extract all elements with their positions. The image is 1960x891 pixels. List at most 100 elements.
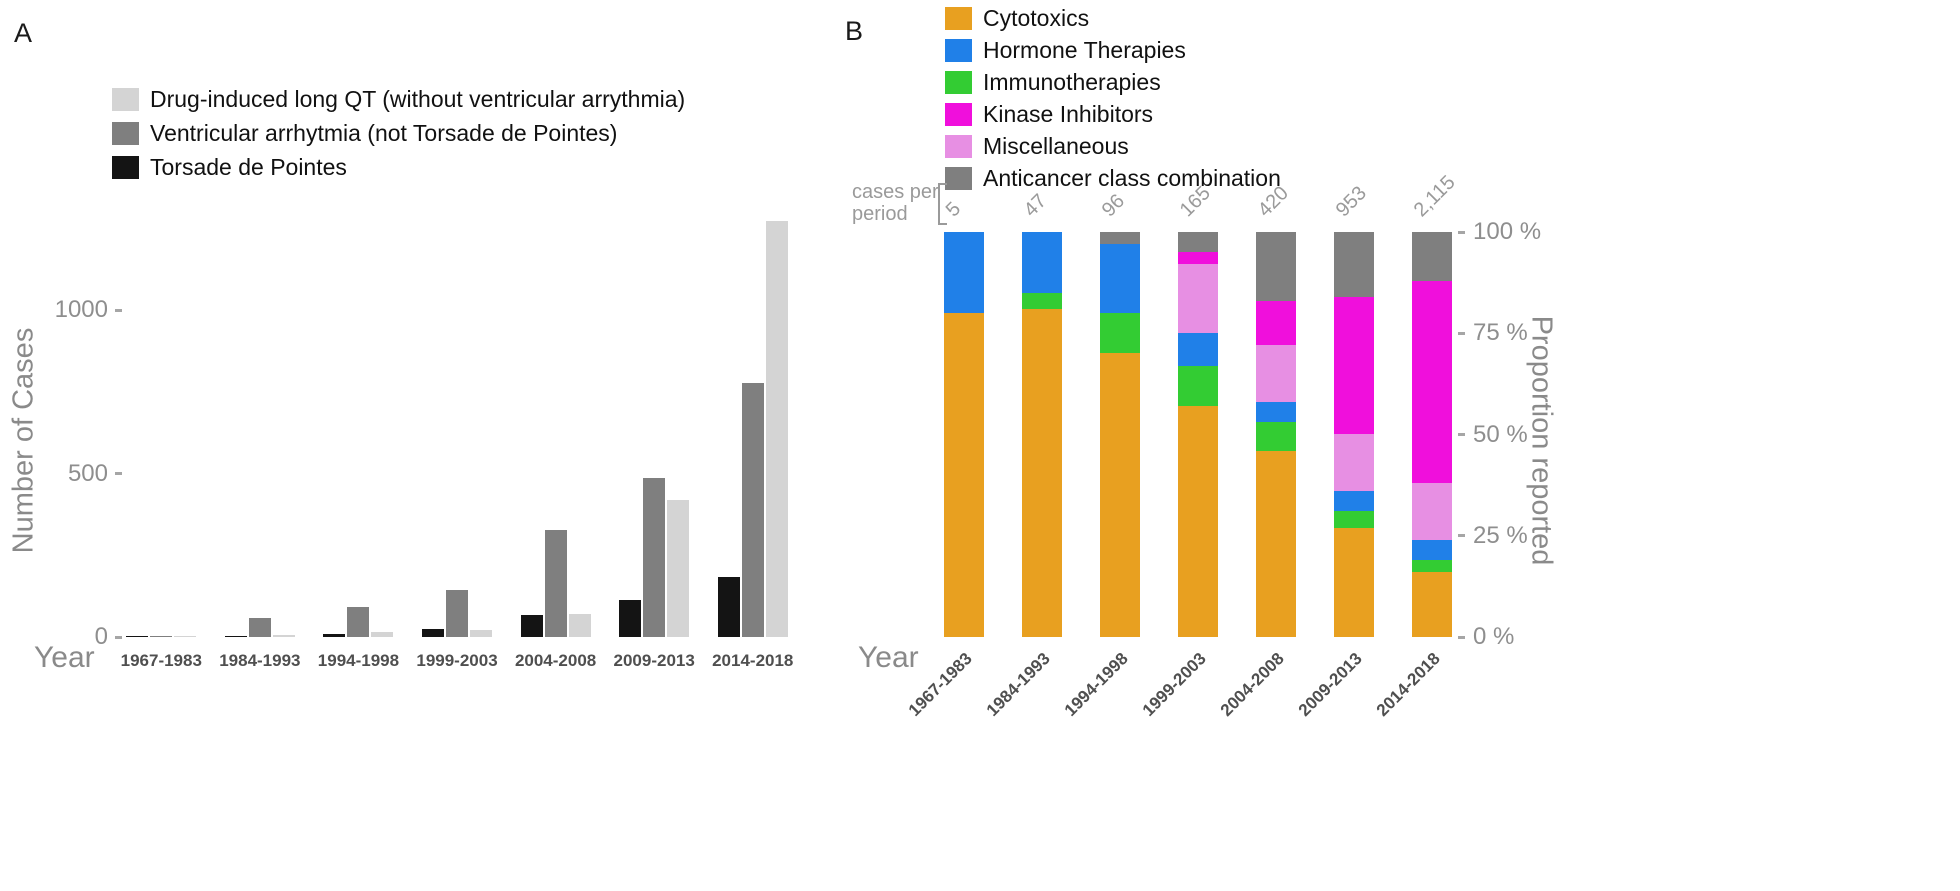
segment-anticancer-class-combination — [1412, 232, 1452, 281]
panel-b-stacked-bar-chart: 5 1967-1983 47 1984-1993 96 1994-1998 165 1999-… — [905, 171, 1471, 720]
tick-mark-icon — [1458, 230, 1465, 234]
segment-anticancer-class-combination — [1178, 232, 1218, 253]
segment-cytotoxics — [944, 313, 984, 637]
panel-b-y-axis-title: Proportion reported — [1518, 245, 1564, 635]
bar-ventricular-arrhytmia-not-torsade-de-pointes — [446, 589, 469, 637]
anticancer-class-combination-swatch-icon — [945, 167, 972, 190]
stacked-bar — [1334, 232, 1374, 637]
legend-label: Anticancer class combination — [983, 165, 1281, 191]
bar-group-1984-1993 — [211, 212, 310, 637]
ventricular-arrhytmia-not-torsade-de-pointes-swatch-icon — [112, 122, 139, 145]
x-tick-label-2009-2013: 2009-2013 — [613, 651, 695, 670]
stacked-bar — [1022, 232, 1062, 637]
cases-per-period-note-line-2: period — [852, 203, 908, 225]
x-tick-label-1994-1998: 1994-1998 — [1060, 649, 1132, 720]
bar-drug-induced-long-qt-without-ventricular-arrythmia — [174, 636, 197, 637]
bar-group-2014-2018 — [703, 212, 802, 637]
stacked-bar — [1100, 232, 1140, 637]
legend-label: Miscellaneous — [983, 133, 1129, 159]
x-tick-label-1994-1998: 1994-1998 — [317, 651, 400, 670]
segment-cytotoxics — [1100, 353, 1140, 637]
hormone-therapies-swatch-icon — [945, 39, 972, 62]
panel-b-x-axis-title: Year — [858, 641, 919, 674]
legend-item-anticancer-class-combination: Anticancer class combination — [945, 165, 1281, 192]
bar-drug-induced-long-qt-without-ventricular-arrythmia — [568, 614, 591, 637]
legend-item-immunotherapies: Immunotherapies — [945, 69, 1281, 96]
y-tick-100: 100 % — [1458, 217, 1541, 247]
bar-torsade-de-pointes — [520, 615, 543, 637]
bar-drug-induced-long-qt-without-ventricular-arrythmia — [667, 500, 690, 637]
segment-hormone-therapies — [1256, 402, 1296, 423]
bar-group-2009-2013 — [605, 212, 704, 637]
panel-a-x-axis-title: Year — [34, 641, 95, 674]
segment-hormone-therapies — [944, 232, 984, 313]
segment-kinase-inhibitors — [1178, 252, 1218, 265]
tick-mark-icon — [115, 308, 122, 312]
x-tick-label-1984-1993: 1984-1993 — [219, 651, 301, 670]
y-tick-25: 25 % — [1458, 521, 1528, 551]
stacked-bar — [1178, 232, 1218, 637]
y-tick-label: 500 — [67, 459, 108, 487]
x-tick-label-2004-2008: 2004-2008 — [1216, 649, 1288, 720]
x-tick-label-2014-2018: 2014-2018 — [712, 651, 794, 670]
y-tick-label: 1000 — [54, 296, 108, 324]
cases-per-period-note: cases per period — [852, 181, 939, 225]
stacked-bar — [1412, 232, 1452, 637]
cases-count-label: 2,115 — [1409, 171, 1460, 222]
segment-miscellaneous — [1178, 264, 1218, 334]
tick-mark-icon — [115, 635, 122, 639]
legend-item-torsade-de-pointes: Torsade de Pointes — [112, 154, 685, 181]
y-tick-0: 0 — [95, 622, 122, 652]
legend-item-hormone-therapies: Hormone Therapies — [945, 37, 1281, 64]
bar-ventricular-arrhytmia-not-torsade-de-pointes — [347, 606, 370, 637]
immunotherapies-swatch-icon — [945, 71, 972, 94]
segment-immunotherapies — [1022, 292, 1062, 309]
segment-anticancer-class-combination — [1256, 232, 1296, 301]
legend-label: Drug-induced long QT (without ventricula… — [150, 86, 686, 112]
legend-label: Cytotoxics — [983, 5, 1090, 31]
stacked-bar-column-1967-1983: 5 1967-1983 — [905, 198, 1003, 720]
segment-hormone-therapies — [1022, 232, 1062, 293]
panel-a-y-axis-ticks: 0 500 1000 — [30, 0, 122, 891]
x-tick-label-2004-2008: 2004-2008 — [514, 651, 597, 670]
bar-drug-induced-long-qt-without-ventricular-arrythmia — [765, 221, 788, 637]
segment-hormone-therapies — [1334, 491, 1374, 512]
stacked-bar-column-2014-2018: 2,115 2014-2018 — [1373, 171, 1471, 720]
panel-b-legend: Cytotoxics Hormone Therapies Immunotherapi… — [945, 5, 1281, 192]
cases-per-period-note-line-1: cases per — [852, 181, 939, 203]
panel-a-label: A — [14, 18, 33, 48]
segment-anticancer-class-combination — [1334, 232, 1374, 297]
segment-hormone-therapies — [1178, 333, 1218, 366]
cases-count-label: 47 — [1019, 190, 1051, 222]
bar-torsade-de-pointes — [422, 629, 445, 637]
segment-miscellaneous — [1334, 434, 1374, 492]
segment-miscellaneous — [1256, 345, 1296, 403]
segment-immunotherapies — [1100, 312, 1140, 354]
panel-b-y-axis-ticks: 0 % 25 % 50 % 75 % 100 % — [1458, 0, 1588, 891]
cases-count-label: 96 — [1097, 190, 1129, 222]
y-tick-label: 100 % — [1473, 218, 1542, 245]
tick-mark-icon — [1458, 635, 1465, 639]
stacked-bar-column-2004-2008: 420 2004-2008 — [1217, 182, 1315, 720]
y-tick-500: 500 — [68, 459, 122, 489]
stacked-bar — [1256, 232, 1296, 637]
segment-anticancer-class-combination — [1100, 232, 1140, 245]
bar-group-1994-1998 — [309, 212, 408, 637]
stacked-bar — [944, 232, 984, 637]
bar-drug-induced-long-qt-without-ventricular-arrythmia — [272, 635, 295, 637]
legend-label: Immunotherapies — [983, 69, 1161, 95]
segment-immunotherapies — [1334, 511, 1374, 528]
bar-group-1967-1983 — [112, 212, 211, 637]
y-tick-0: 0 % — [1458, 622, 1514, 652]
panel-b-label: B — [845, 16, 864, 46]
segment-kinase-inhibitors — [1334, 296, 1374, 435]
y-tick-label: 0 — [94, 623, 108, 650]
torsade-de-pointes-swatch-icon — [112, 156, 139, 179]
cytotoxics-swatch-icon — [945, 7, 972, 30]
panel-a-legend: Drug-induced long QT (without ventricula… — [112, 86, 685, 181]
segment-cytotoxics — [1334, 527, 1374, 637]
bar-torsade-de-pointes — [224, 636, 247, 637]
cases-per-period-bracket — [938, 183, 947, 225]
stacked-bar-column-2009-2013: 953 2009-2013 — [1295, 182, 1393, 720]
bar-torsade-de-pointes — [619, 600, 642, 637]
